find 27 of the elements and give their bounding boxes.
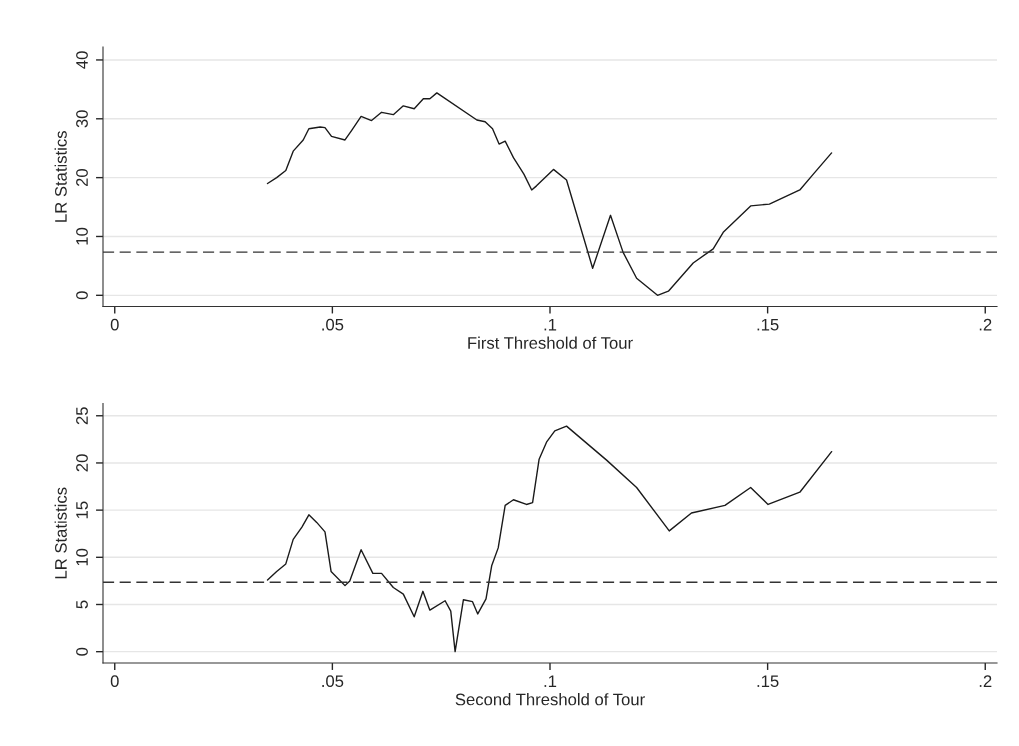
- x-tick-label: .15: [757, 675, 779, 688]
- y-tick-label: 10: [76, 548, 88, 566]
- line-series: [266, 92, 833, 297]
- y-axis-title: LR Statistics: [54, 487, 67, 579]
- x-axis-title: First Threshold of Tour: [468, 336, 633, 349]
- x-tick-label: .05: [322, 318, 344, 331]
- y-tick-label: 30: [76, 110, 88, 128]
- y-tick-label: 25: [76, 407, 88, 425]
- y-tick-label: 20: [76, 169, 88, 187]
- y-tick-label: 0: [76, 647, 88, 656]
- x-tick-label: .1: [544, 318, 557, 331]
- y-tick-label: 0: [76, 291, 88, 300]
- y-tick-label: 10: [76, 227, 88, 245]
- y-tick-label: 40: [76, 51, 88, 69]
- x-tick-label: .1: [544, 675, 557, 687]
- x-tick-label: 0: [110, 318, 119, 331]
- x-tick-label: 0: [110, 675, 119, 688]
- x-tick-label: .2: [979, 318, 992, 331]
- x-tick-label: .2: [979, 675, 992, 687]
- y-tick-label: 20: [76, 454, 88, 472]
- line-series: [266, 425, 833, 653]
- y-tick-label: 15: [76, 501, 88, 519]
- x-tick-label: .05: [322, 675, 344, 688]
- x-axis-title: Second Threshold of Tour: [455, 693, 645, 706]
- x-tick-label: .15: [757, 318, 779, 331]
- y-axis-title: LR Statistics: [54, 131, 67, 222]
- y-tick-label: 5: [76, 600, 88, 609]
